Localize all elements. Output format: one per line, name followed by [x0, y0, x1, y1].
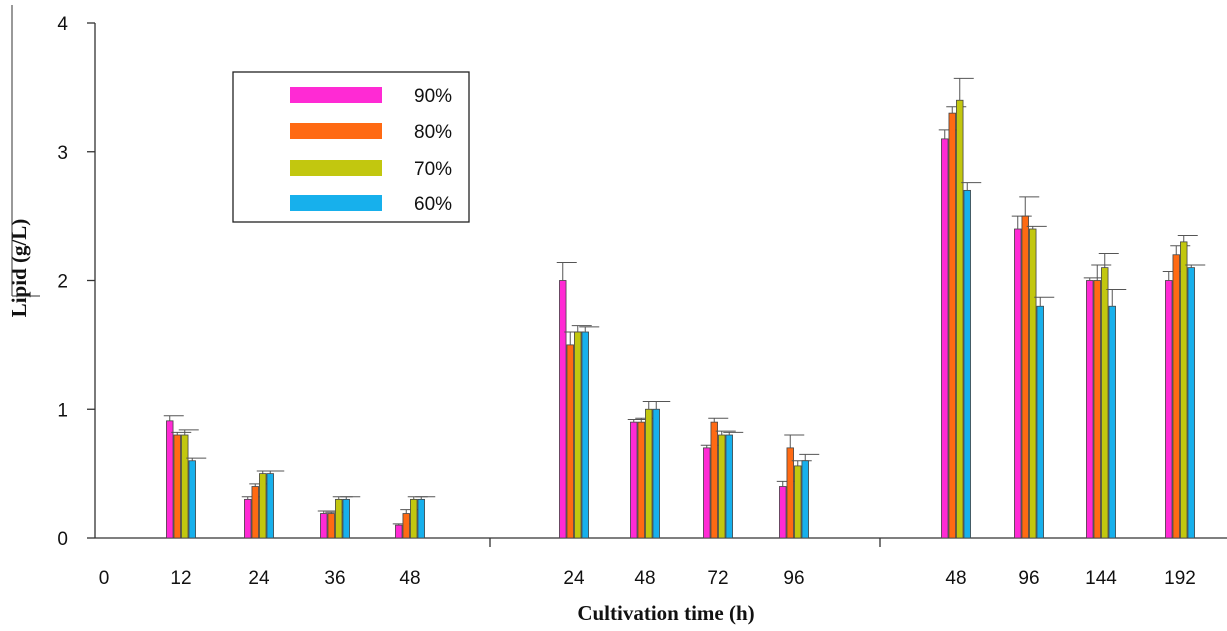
x-axis-title: Cultivation time (h) — [577, 601, 754, 625]
legend-swatch-80pct — [290, 123, 382, 139]
bar-70pct-24 — [574, 331, 582, 539]
x-tick-label: 96 — [1018, 568, 1039, 589]
bar-80pct-72 — [710, 421, 718, 539]
bar-70pct-48 — [645, 408, 653, 539]
bar-90pct-144 — [1086, 280, 1094, 539]
bar-80pct-12 — [173, 434, 181, 539]
bar-70pct-72 — [718, 434, 726, 539]
x-tick-label: 0 — [99, 568, 110, 589]
bar-60pct-96 — [801, 460, 809, 539]
bar-90pct-12 — [166, 420, 174, 539]
y-tick-label: 2 — [57, 272, 68, 293]
x-tick-label: 192 — [1164, 568, 1196, 589]
bar-60pct-24 — [581, 331, 589, 539]
bar-90pct-48 — [395, 524, 403, 539]
bar-80pct-24 — [251, 486, 259, 539]
x-tick-label: 36 — [324, 568, 345, 589]
x-tick-label: 24 — [563, 568, 585, 589]
bar-60pct-24 — [266, 473, 274, 539]
x-tick-label: 72 — [707, 568, 728, 589]
x-tick-label: 48 — [945, 568, 966, 589]
bar-80pct-48 — [637, 421, 645, 539]
x-tick-label: 144 — [1085, 568, 1117, 589]
legend-swatch-90pct — [290, 87, 382, 103]
legend-label: 70% — [414, 159, 452, 180]
y-tick-label: 0 — [57, 529, 68, 550]
bar-60pct-12 — [188, 460, 196, 539]
bar-90pct-24 — [244, 498, 252, 539]
y-tick-label: 1 — [57, 400, 68, 421]
bar-90pct-96 — [1014, 228, 1022, 539]
bar-80pct-48 — [402, 513, 410, 539]
bar-70pct-96 — [794, 465, 802, 539]
bar-80pct-192 — [1172, 254, 1180, 539]
bar-90pct-96 — [779, 486, 787, 539]
bar-70pct-48 — [410, 498, 418, 539]
bar-80pct-96 — [786, 447, 794, 539]
legend-swatch-70pct — [290, 160, 382, 176]
legend-label: 60% — [414, 194, 452, 215]
bars — [163, 77, 1206, 539]
bar-80pct-24 — [566, 344, 574, 539]
legend-label: 80% — [414, 122, 452, 143]
x-tick-label: 12 — [170, 568, 191, 589]
bar-90pct-48 — [941, 138, 949, 539]
bar-80pct-36 — [327, 513, 335, 539]
legend-swatch-60pct — [290, 195, 382, 211]
bar-80pct-48 — [948, 112, 956, 539]
bar-70pct-36 — [335, 498, 343, 539]
bar-90pct-24 — [559, 280, 567, 539]
bar-60pct-96 — [1036, 305, 1044, 539]
bar-60pct-72 — [725, 434, 733, 539]
bar-90pct-72 — [703, 447, 711, 539]
y-axis-title: Lipid (g/L) — [7, 219, 31, 318]
bar-90pct-36 — [320, 513, 328, 539]
legend-label: 90% — [414, 86, 452, 107]
bar-70pct-24 — [259, 473, 267, 539]
bar-70pct-144 — [1101, 267, 1109, 539]
bar-90pct-192 — [1165, 280, 1173, 539]
bar-60pct-48 — [417, 498, 425, 539]
x-tick-label: 24 — [248, 568, 270, 589]
y-tick-label: 3 — [57, 143, 68, 164]
legend: 90% 80% 70% 60% — [232, 71, 470, 223]
bar-60pct-48 — [963, 189, 971, 539]
x-tick-label: 48 — [399, 568, 420, 589]
bar-70pct-48 — [956, 99, 964, 539]
bar-60pct-144 — [1108, 305, 1116, 539]
bar-80pct-144 — [1093, 280, 1101, 539]
bar-80pct-96 — [1021, 215, 1029, 539]
bar-70pct-96 — [1029, 228, 1037, 539]
x-tick-label: 96 — [783, 568, 804, 589]
bar-70pct-12 — [181, 434, 189, 539]
bar-60pct-36 — [342, 498, 350, 539]
bar-90pct-48 — [630, 421, 638, 539]
y-tick-label: 4 — [57, 14, 68, 35]
bar-70pct-192 — [1180, 241, 1188, 539]
bar-60pct-192 — [1187, 267, 1195, 539]
x-tick-label: 48 — [634, 568, 655, 589]
bar-60pct-48 — [652, 408, 660, 539]
